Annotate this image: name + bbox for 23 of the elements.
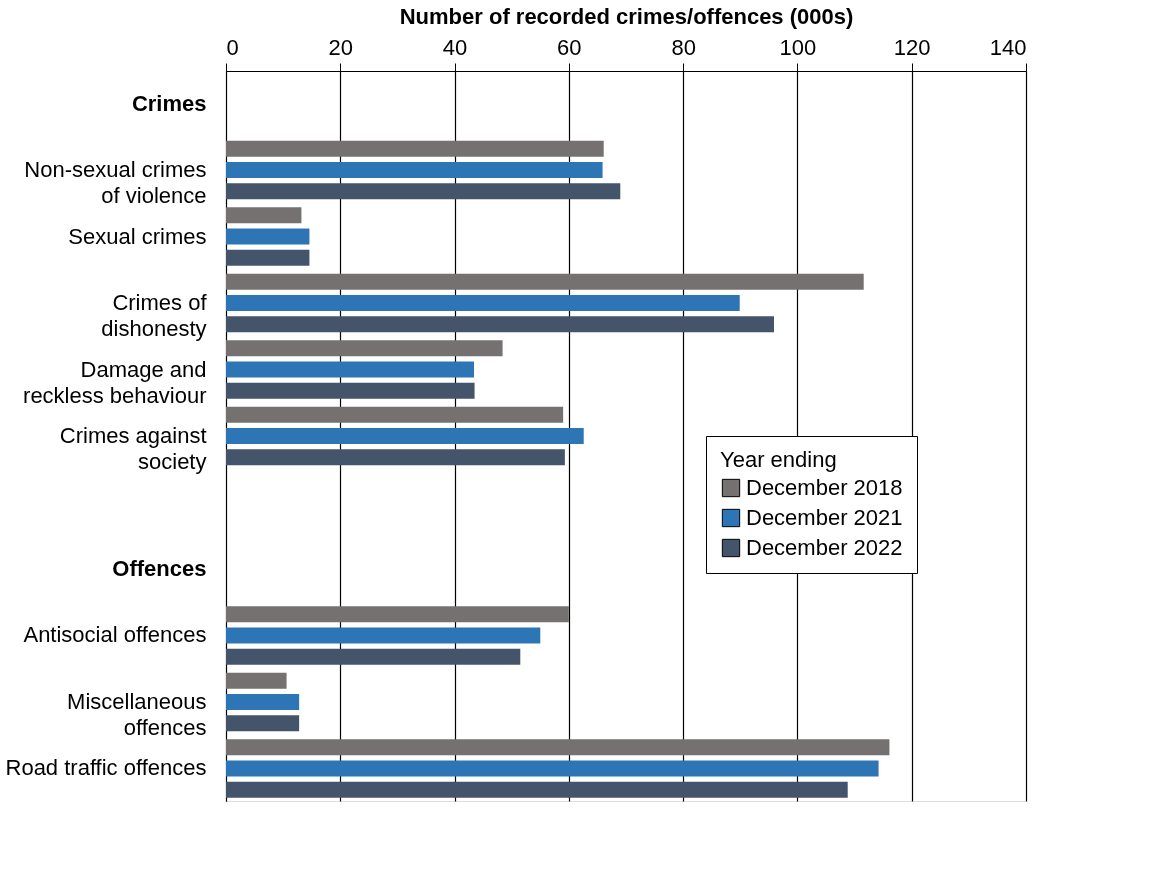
legend-label: December 2021: [746, 505, 903, 530]
y-tick-label: Crimes: [131, 90, 207, 116]
y-tick-label: Damage and reckless behaviour: [23, 356, 207, 408]
x-tick-label: 100: [779, 34, 817, 60]
legend-label: December 2022: [746, 535, 903, 560]
y-tick-label: Antisocial offences: [23, 622, 207, 648]
y-tick-label: Crimes of dishonesty: [101, 290, 208, 342]
x-tick-label: 20: [328, 34, 354, 60]
legend-title: Year ending: [720, 447, 837, 472]
x-tick-label: 80: [671, 34, 696, 60]
x-tick-label: 0: [226, 34, 239, 60]
y-tick-label: Offences: [112, 555, 207, 581]
y-tick-label: Crimes against society: [59, 423, 207, 474]
x-tick-label: 60: [557, 34, 582, 60]
x-tick-label: 140: [989, 34, 1027, 60]
y-tick-label: Road traffic offences: [5, 755, 207, 781]
y-tick-label: Non-sexual crimes of violence: [24, 157, 207, 209]
y-tick-label: Sexual crimes: [68, 223, 207, 249]
x-tick-label: 120: [893, 34, 931, 60]
y-tick-label: Miscellaneous offences: [67, 688, 207, 740]
legend-label: December 2018: [746, 475, 903, 500]
x-axis-title: Number of recorded crimes/offences (000s): [399, 3, 854, 29]
x-tick-label: 40: [442, 34, 468, 60]
